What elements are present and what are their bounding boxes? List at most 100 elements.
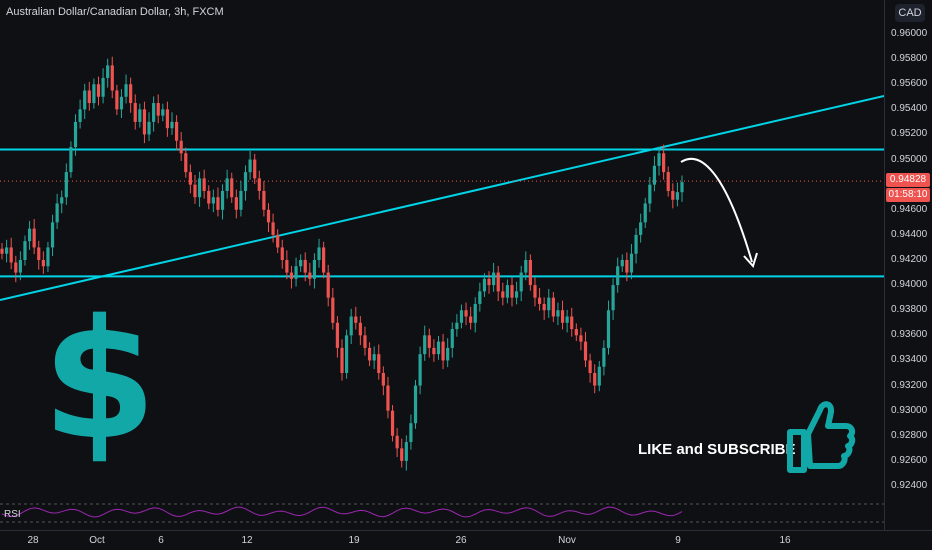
candle-body: [363, 335, 367, 348]
time-tick-label: 26: [455, 535, 467, 546]
forecast-arrow: [680, 157, 753, 263]
candle-body: [354, 316, 358, 323]
candle-body: [542, 303, 546, 311]
candle-body: [395, 435, 399, 449]
candle-body: [588, 360, 592, 373]
price-tick-label: 0.93600: [891, 329, 928, 341]
candle-body: [147, 121, 151, 135]
candle-body: [41, 260, 45, 267]
price-chart[interactable]: [0, 0, 884, 530]
candle-body: [464, 310, 468, 317]
candle-body: [92, 84, 96, 104]
rsi-line: [1, 506, 683, 518]
candle-body: [294, 266, 298, 279]
candle-body: [257, 178, 261, 191]
candle-body: [193, 184, 197, 198]
candle-body: [602, 347, 606, 367]
candle-body: [643, 203, 647, 223]
candle-body: [386, 385, 390, 411]
candle-body: [78, 109, 82, 122]
candle-body: [331, 297, 335, 323]
candle-body: [524, 260, 528, 273]
candle-body: [14, 262, 18, 273]
price-tick-label: 0.93400: [891, 354, 928, 366]
candle-body: [27, 228, 32, 242]
candle-body: [657, 153, 661, 166]
candle-body: [138, 109, 142, 122]
candle-body: [0, 248, 4, 254]
candle-body: [50, 222, 55, 248]
candle-body: [473, 303, 477, 323]
candle-body: [349, 316, 353, 336]
candle-body: [303, 260, 307, 273]
candle-body: [271, 222, 275, 235]
candle-body: [32, 228, 36, 248]
candle-body: [634, 234, 638, 254]
candle-body: [322, 247, 326, 273]
candle-body: [129, 84, 133, 104]
candle-body: [216, 197, 220, 210]
candle-body: [519, 272, 523, 292]
candle-body: [593, 373, 597, 386]
candle-body: [253, 159, 257, 179]
candle-body: [152, 103, 156, 122]
time-tick-label: 6: [158, 535, 164, 546]
candle-body: [340, 347, 344, 373]
candle-body: [73, 121, 78, 147]
candle-body: [170, 121, 174, 129]
like-subscribe-text: LIKE and SUBSCRIBE: [638, 441, 796, 458]
candle-body: [409, 423, 413, 443]
price-tick-label: 0.95600: [891, 78, 928, 90]
candle-body: [606, 310, 611, 348]
candle-body: [579, 335, 583, 342]
candle-body: [501, 291, 505, 298]
candle-body: [266, 209, 271, 223]
price-tick-label: 0.92800: [891, 429, 928, 441]
candle-body: [317, 247, 321, 260]
candle-body: [280, 247, 284, 260]
candle-body: [197, 178, 202, 198]
candle-body: [652, 165, 657, 185]
candle-body: [662, 153, 666, 173]
candle-body: [64, 172, 68, 198]
candle-body: [60, 197, 64, 204]
price-tick-label: 0.93200: [891, 379, 928, 391]
candle-body: [583, 341, 588, 361]
price-tick-label: 0.93000: [891, 404, 928, 416]
rsi-label: RSI: [4, 509, 21, 520]
candle-body: [87, 90, 91, 104]
time-tick-label: 19: [348, 535, 360, 546]
candle-body: [482, 278, 487, 292]
candle-body: [243, 172, 248, 191]
candle-body: [390, 410, 395, 436]
candle-body: [234, 197, 238, 210]
candle-body: [671, 190, 675, 200]
candle-body: [161, 109, 165, 116]
currency-button[interactable]: CAD: [895, 4, 925, 22]
price-tick-label: 0.93800: [891, 304, 928, 316]
candle-body: [537, 297, 542, 304]
price-tick-label: 0.94400: [891, 228, 928, 240]
candle-body: [262, 190, 266, 210]
candle-body: [372, 354, 376, 361]
candle-body: [574, 329, 578, 336]
candle-body: [620, 260, 624, 267]
price-tick-label: 0.96000: [891, 28, 928, 39]
price-tick-label: 0.95200: [891, 128, 928, 140]
candle-body: [528, 260, 532, 286]
candle-body: [308, 272, 312, 279]
candle-body: [18, 260, 22, 273]
candle-body: [101, 77, 105, 97]
candle-body: [611, 285, 615, 311]
candle-body: [478, 291, 482, 304]
price-tick-label: 0.94600: [891, 203, 928, 215]
candle-body: [441, 341, 445, 361]
candle-body: [629, 253, 634, 273]
dollar-sign-graphic: $: [42, 284, 157, 476]
forecast-arrow-head: [743, 252, 758, 268]
candle-body: [413, 385, 418, 424]
candle-body: [492, 272, 496, 286]
candle-body: [427, 335, 431, 348]
candle-body: [344, 335, 349, 373]
